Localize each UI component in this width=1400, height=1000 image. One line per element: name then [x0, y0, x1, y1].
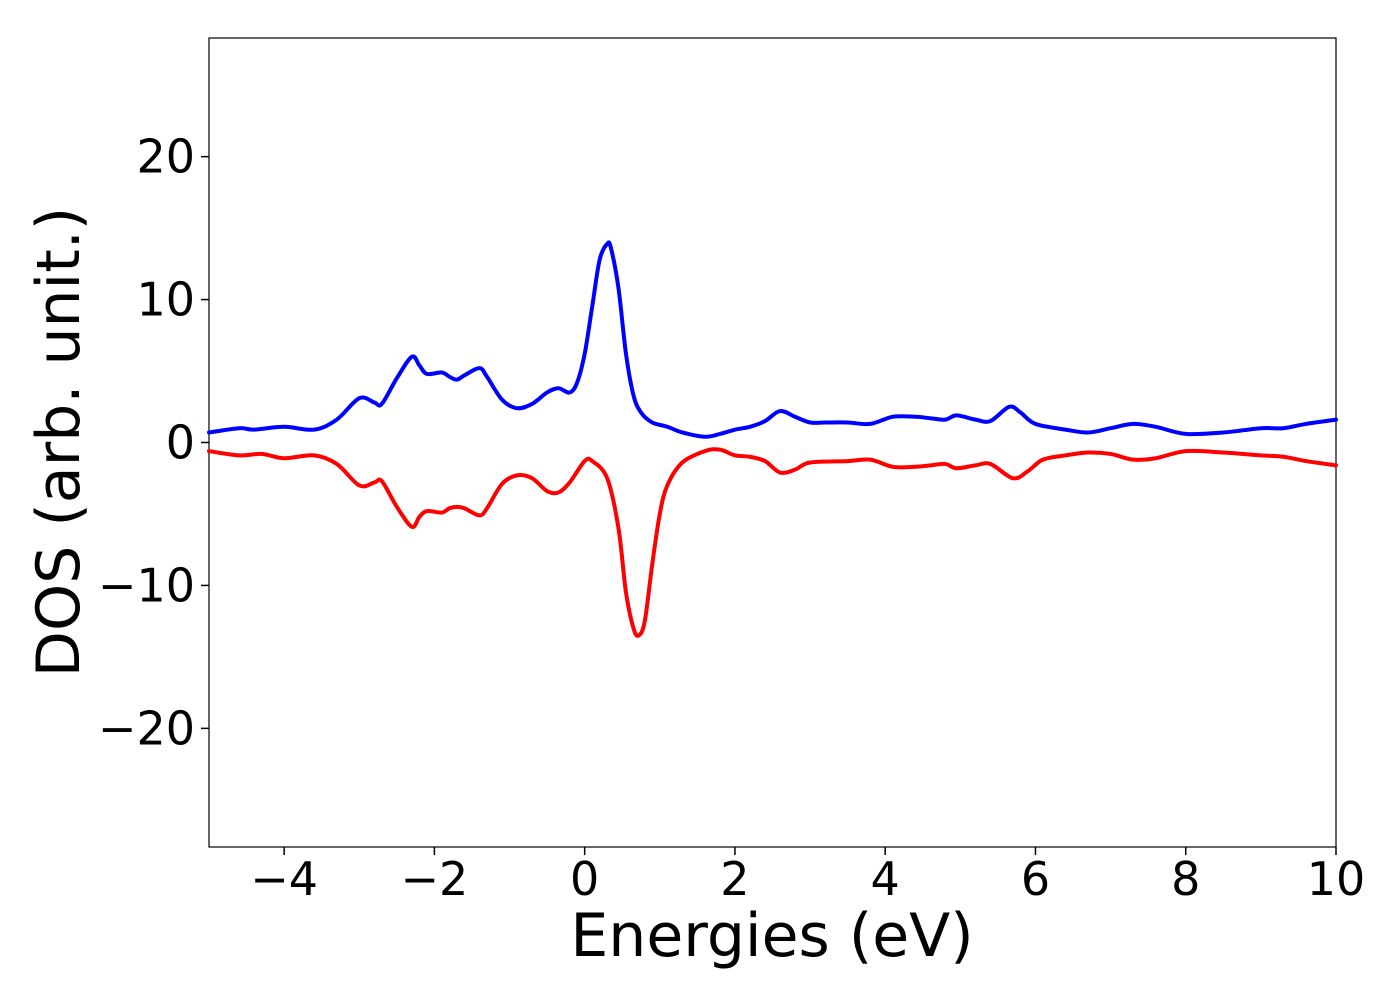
x-tick-label: 6: [1021, 852, 1050, 906]
series-layer: [207, 240, 1338, 638]
y-tick-label: 0: [166, 416, 195, 470]
x-axis-label: Energies (eV): [570, 901, 973, 971]
y-tick-label: −20: [98, 701, 195, 755]
x-tick-label: 2: [720, 852, 749, 906]
x-tick-label: 10: [1307, 852, 1366, 906]
x-tick-label: 0: [570, 852, 599, 906]
x-tick-label: 4: [871, 852, 900, 906]
y-tick-label: 10: [136, 273, 195, 327]
x-tick-label: −4: [250, 852, 318, 906]
x-tick-label: −2: [400, 852, 468, 906]
y-tick-label: −10: [98, 558, 195, 612]
series-line-spin-down: [207, 447, 1338, 638]
plot-area-frame: [208, 37, 1337, 848]
x-axis-ticks: −4 −2 0 2 4 6 8 10: [250, 847, 1365, 906]
y-axis-label: DOS (arb. unit.): [24, 207, 94, 677]
series-line-spin-up: [207, 240, 1338, 439]
x-tick-label: 8: [1171, 852, 1200, 906]
y-tick-label: 20: [136, 130, 195, 184]
y-axis-ticks: 20 10 0 −10 −20: [98, 130, 209, 755]
